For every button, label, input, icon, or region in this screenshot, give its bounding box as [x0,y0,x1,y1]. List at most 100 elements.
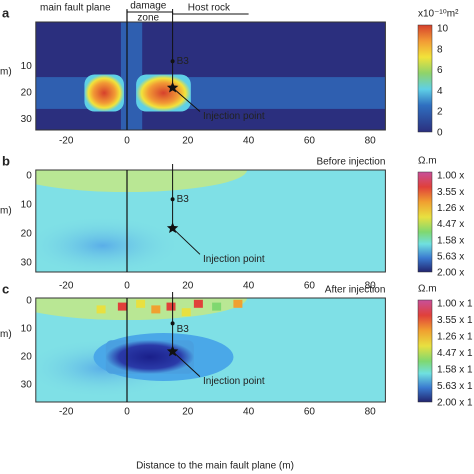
colorbar-label: 2 [437,107,443,118]
colorbar-label: 1.26 x [437,203,464,214]
blob [84,74,124,112]
host-label: Host rock [188,3,231,14]
colorbar-label: 2.00 x 1 [437,398,473,409]
spot [193,299,203,308]
y-axis-label: m) [0,205,12,216]
field [35,298,386,402]
fault-zone [120,22,143,130]
x-tick-label: 60 [304,281,316,292]
y-axis-label: m) [0,66,12,77]
well-point [170,197,175,202]
colorbar-label: 1.58 x 1 [437,365,473,376]
x-tick-label: 40 [243,281,255,292]
spot [117,302,127,311]
colorbar [417,24,433,133]
x-tick-label: 20 [182,407,194,418]
state-label: After injection [325,285,386,296]
pointer [172,227,201,255]
panel-letter: b [2,153,10,168]
damage-label: zone [137,13,159,24]
colorbar-label: 4 [437,86,443,97]
x-axis-label: Distance to the main fault plane (m) [136,461,294,472]
well-label: B3 [177,56,190,67]
x-tick-label: 60 [304,136,316,147]
y-tick-label: 20 [21,352,33,363]
y-tick-label: 10 [21,324,33,335]
colorbar-label: 1.00 x [437,171,464,182]
well-label: B3 [177,194,190,205]
colorbar-label: 3.55 x 1 [437,315,473,326]
spot [212,302,222,311]
colorbar-label: 4.47 x 1 [437,348,473,359]
frame [35,297,386,403]
blob [105,340,194,374]
field [35,22,386,130]
y-tick-label: 20 [21,229,33,240]
x-tick-label: 80 [365,281,377,292]
colorbar-unit: Ω.m [418,284,437,295]
colorbar-label: 10 [437,24,449,35]
spot [151,305,161,314]
x-tick-label: 0 [124,136,130,147]
spot [96,305,106,314]
x-tick-label: 20 [182,136,194,147]
panel-letter: c [2,281,9,296]
frame [35,21,386,131]
colorbar-label: 1.00 x 1 [437,299,473,310]
state-label: Before injection [316,157,385,168]
colorbar-label: 5.63 x [437,251,464,262]
colorbar [417,171,433,273]
x-tick-label: -20 [59,281,74,292]
colorbar [417,299,433,403]
colorbar-label: 2.00 x [437,268,464,279]
x-tick-label: 80 [365,136,377,147]
x-tick-label: 60 [304,407,316,418]
injection-label: Injection point [203,254,265,265]
frame [35,169,386,273]
x-tick-label: 20 [182,281,194,292]
colorbar-unit: Ω.m [418,156,437,167]
y-tick-label: 10 [21,61,33,72]
colorbar-label: 0 [437,127,443,138]
colorbar-label: 1.26 x 1 [437,332,473,343]
y-tick-label: 0 [26,296,32,307]
colorbar-label: 8 [437,44,443,55]
x-tick-label: 0 [124,407,130,418]
well-point [170,321,175,326]
y-tick-label: 0 [26,171,32,182]
colorbar-label: 4.47 x [437,219,464,230]
damage-bracket [126,9,174,14]
shallow [35,170,247,192]
x-tick-label: -20 [59,407,74,418]
x-tick-label: 80 [365,407,377,418]
spot [181,308,191,317]
x-tick-label: 40 [243,407,255,418]
y-tick-label: 30 [21,114,33,125]
spot [166,302,176,311]
fault-label: main fault plane [40,3,111,14]
spot [233,299,243,308]
injection-label: Injection point [203,111,265,122]
y-tick-label: 10 [21,200,33,211]
y-tick-label: 20 [21,88,33,99]
colorbar-label: 1.58 x [437,235,464,246]
x-tick-label: -20 [59,136,74,147]
colorbar-unit: x10⁻¹⁰m² [418,9,459,20]
damage-label: damage [130,1,167,12]
x-tick-label: 40 [243,136,255,147]
y-tick-label: 30 [21,258,33,269]
y-axis-label: m) [0,329,12,340]
field [35,170,386,272]
well-point [170,59,175,64]
y-tick-label: 30 [21,380,33,391]
deep [35,215,183,272]
spot [136,299,146,308]
x-tick-label: 0 [124,281,130,292]
pointer [172,351,201,377]
colorbar-label: 3.55 x [437,187,464,198]
colorbar-label: 5.63 x 1 [437,381,473,392]
blob [136,74,191,112]
pointer [172,87,201,112]
